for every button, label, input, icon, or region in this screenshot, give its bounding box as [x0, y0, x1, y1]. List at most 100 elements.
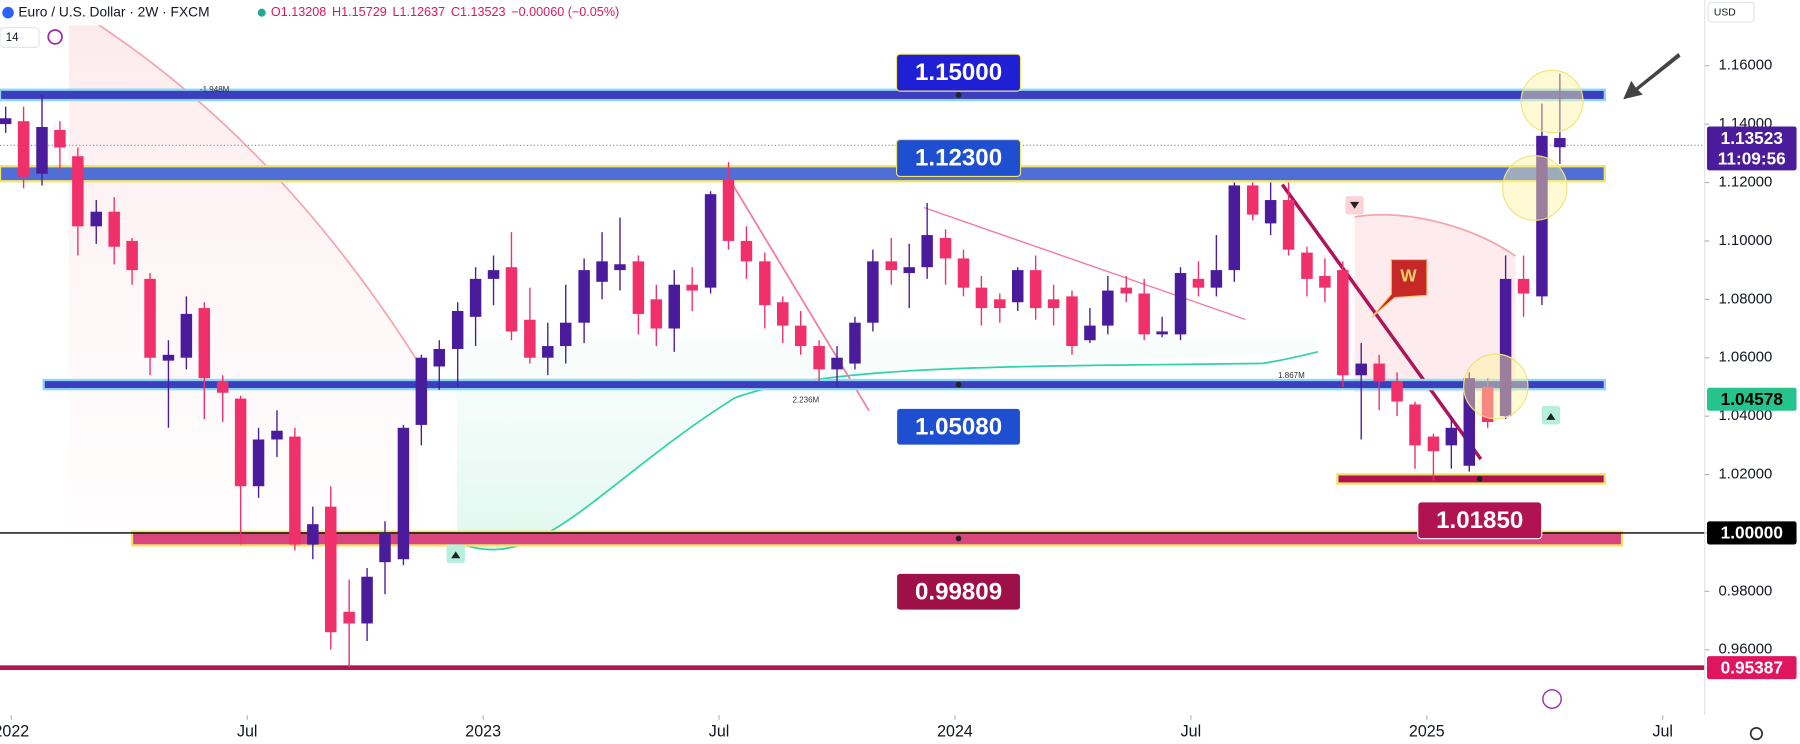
- price-tag-label: 1.13523: [1721, 128, 1783, 148]
- price-tag: [1707, 656, 1797, 680]
- candle-body: [289, 436, 301, 545]
- y-tick-label: 1.12000: [1718, 173, 1772, 190]
- annotation: -1.948M: [200, 85, 230, 94]
- candle-body: [632, 261, 645, 314]
- level-band: [130, 530, 1624, 547]
- candle-body: [957, 258, 970, 288]
- quote-value: −0.00060 (−0.05%): [511, 5, 619, 19]
- candle-body: [831, 357, 843, 370]
- candle-body: [1373, 363, 1385, 382]
- shade: [68, 5, 420, 543]
- candle-body: [722, 179, 735, 241]
- quote-value: H1.15729: [332, 5, 387, 19]
- level-label-box: [895, 572, 1022, 611]
- annotation: 1.867M: [1278, 371, 1305, 380]
- x-tick-label: Jul: [1181, 723, 1202, 741]
- x-tick-label: Jul: [237, 723, 258, 741]
- candle-body: [1011, 270, 1024, 303]
- candle-body: [939, 237, 952, 259]
- indicator-value: 14: [6, 32, 19, 44]
- candle-body: [542, 346, 554, 358]
- candle-body: [126, 240, 138, 271]
- candle-body: [1554, 138, 1566, 148]
- indicator-box: [0, 27, 40, 48]
- settings-icon: [1749, 726, 1763, 741]
- candle-body: [1047, 299, 1060, 309]
- candle-body: [216, 381, 229, 393]
- candle-body: [578, 270, 590, 323]
- candle-body: [794, 325, 807, 347]
- candle-body: [1102, 290, 1114, 326]
- price-tag-label: 1.04578: [1721, 389, 1784, 409]
- highlight-circle: [1463, 353, 1529, 420]
- marker-icon: [451, 551, 461, 559]
- candle-body: [90, 211, 102, 227]
- candle-body: [813, 346, 825, 370]
- y-tick-label: 1.16000: [1718, 57, 1772, 74]
- candle-body: [1120, 287, 1132, 294]
- candle-body: [903, 267, 915, 274]
- level-label-box: [895, 138, 1022, 178]
- annotation: 2.236M: [792, 395, 819, 404]
- x-tick-label: 2023: [465, 723, 501, 741]
- marker-icon: [1546, 412, 1556, 420]
- candle-body: [271, 430, 283, 440]
- price-tag-label: 1.00000: [1721, 523, 1783, 543]
- candle-body: [234, 398, 247, 487]
- candle-body: [740, 240, 753, 262]
- annotation: W: [1400, 265, 1417, 285]
- price-tag: [1707, 521, 1797, 545]
- level-label: 1.15000: [915, 59, 1002, 86]
- y-tick-label: 1.06000: [1718, 349, 1772, 366]
- candle-body: [1084, 325, 1096, 341]
- average-line: [456, 350, 1319, 551]
- candle-body: [415, 357, 428, 425]
- level-label: 1.01850: [1436, 507, 1523, 534]
- candle-body: [1337, 270, 1349, 376]
- candle-body: [1282, 200, 1295, 250]
- candle-body: [252, 439, 265, 487]
- level-band: [42, 378, 1606, 391]
- level-label-box: [895, 53, 1022, 92]
- candle-body: [144, 278, 156, 358]
- x-tick-label: 2025: [1409, 723, 1445, 741]
- candle-body: [994, 299, 1006, 309]
- candle-body: [759, 261, 771, 306]
- candle-body: [1463, 378, 1476, 466]
- candle-body: [397, 427, 410, 560]
- level-anchor: [955, 92, 962, 98]
- x-tick-label: 2022: [0, 723, 29, 741]
- y-tick-label: 1.08000: [1718, 290, 1772, 307]
- candle-body: [921, 235, 933, 268]
- level-label: 1.12300: [915, 145, 1002, 172]
- x-tick-label: Jul: [1652, 723, 1673, 741]
- average-line: [1354, 213, 1516, 257]
- candle-body: [1066, 296, 1078, 347]
- currency: USD: [1714, 7, 1736, 18]
- candle-body: [1264, 200, 1277, 224]
- x-tick-label: Jul: [709, 723, 730, 741]
- candle-body: [1174, 273, 1187, 335]
- candle-body: [307, 524, 319, 545]
- candle-body: [975, 287, 988, 309]
- average-line: [68, 5, 420, 364]
- candle-body: [777, 302, 789, 326]
- candle-body: [108, 211, 120, 247]
- price-tag: [1707, 126, 1797, 171]
- candle-body: [17, 121, 30, 177]
- candle-body: [1499, 278, 1512, 417]
- candle-body: [1445, 427, 1458, 446]
- candle-body: [1355, 363, 1367, 376]
- currency-box: [1707, 1, 1755, 23]
- level-anchor: [1476, 476, 1483, 482]
- level-anchor: [955, 535, 962, 542]
- y-tick-label: 0.96000: [1718, 641, 1772, 658]
- candle-body: [180, 313, 193, 358]
- candle-body: [1138, 293, 1150, 335]
- event-icon: [1542, 689, 1562, 709]
- candle-body: [379, 532, 391, 563]
- candle-body: [1536, 135, 1548, 297]
- candle-body: [1301, 252, 1313, 279]
- arrow: [1623, 53, 1681, 100]
